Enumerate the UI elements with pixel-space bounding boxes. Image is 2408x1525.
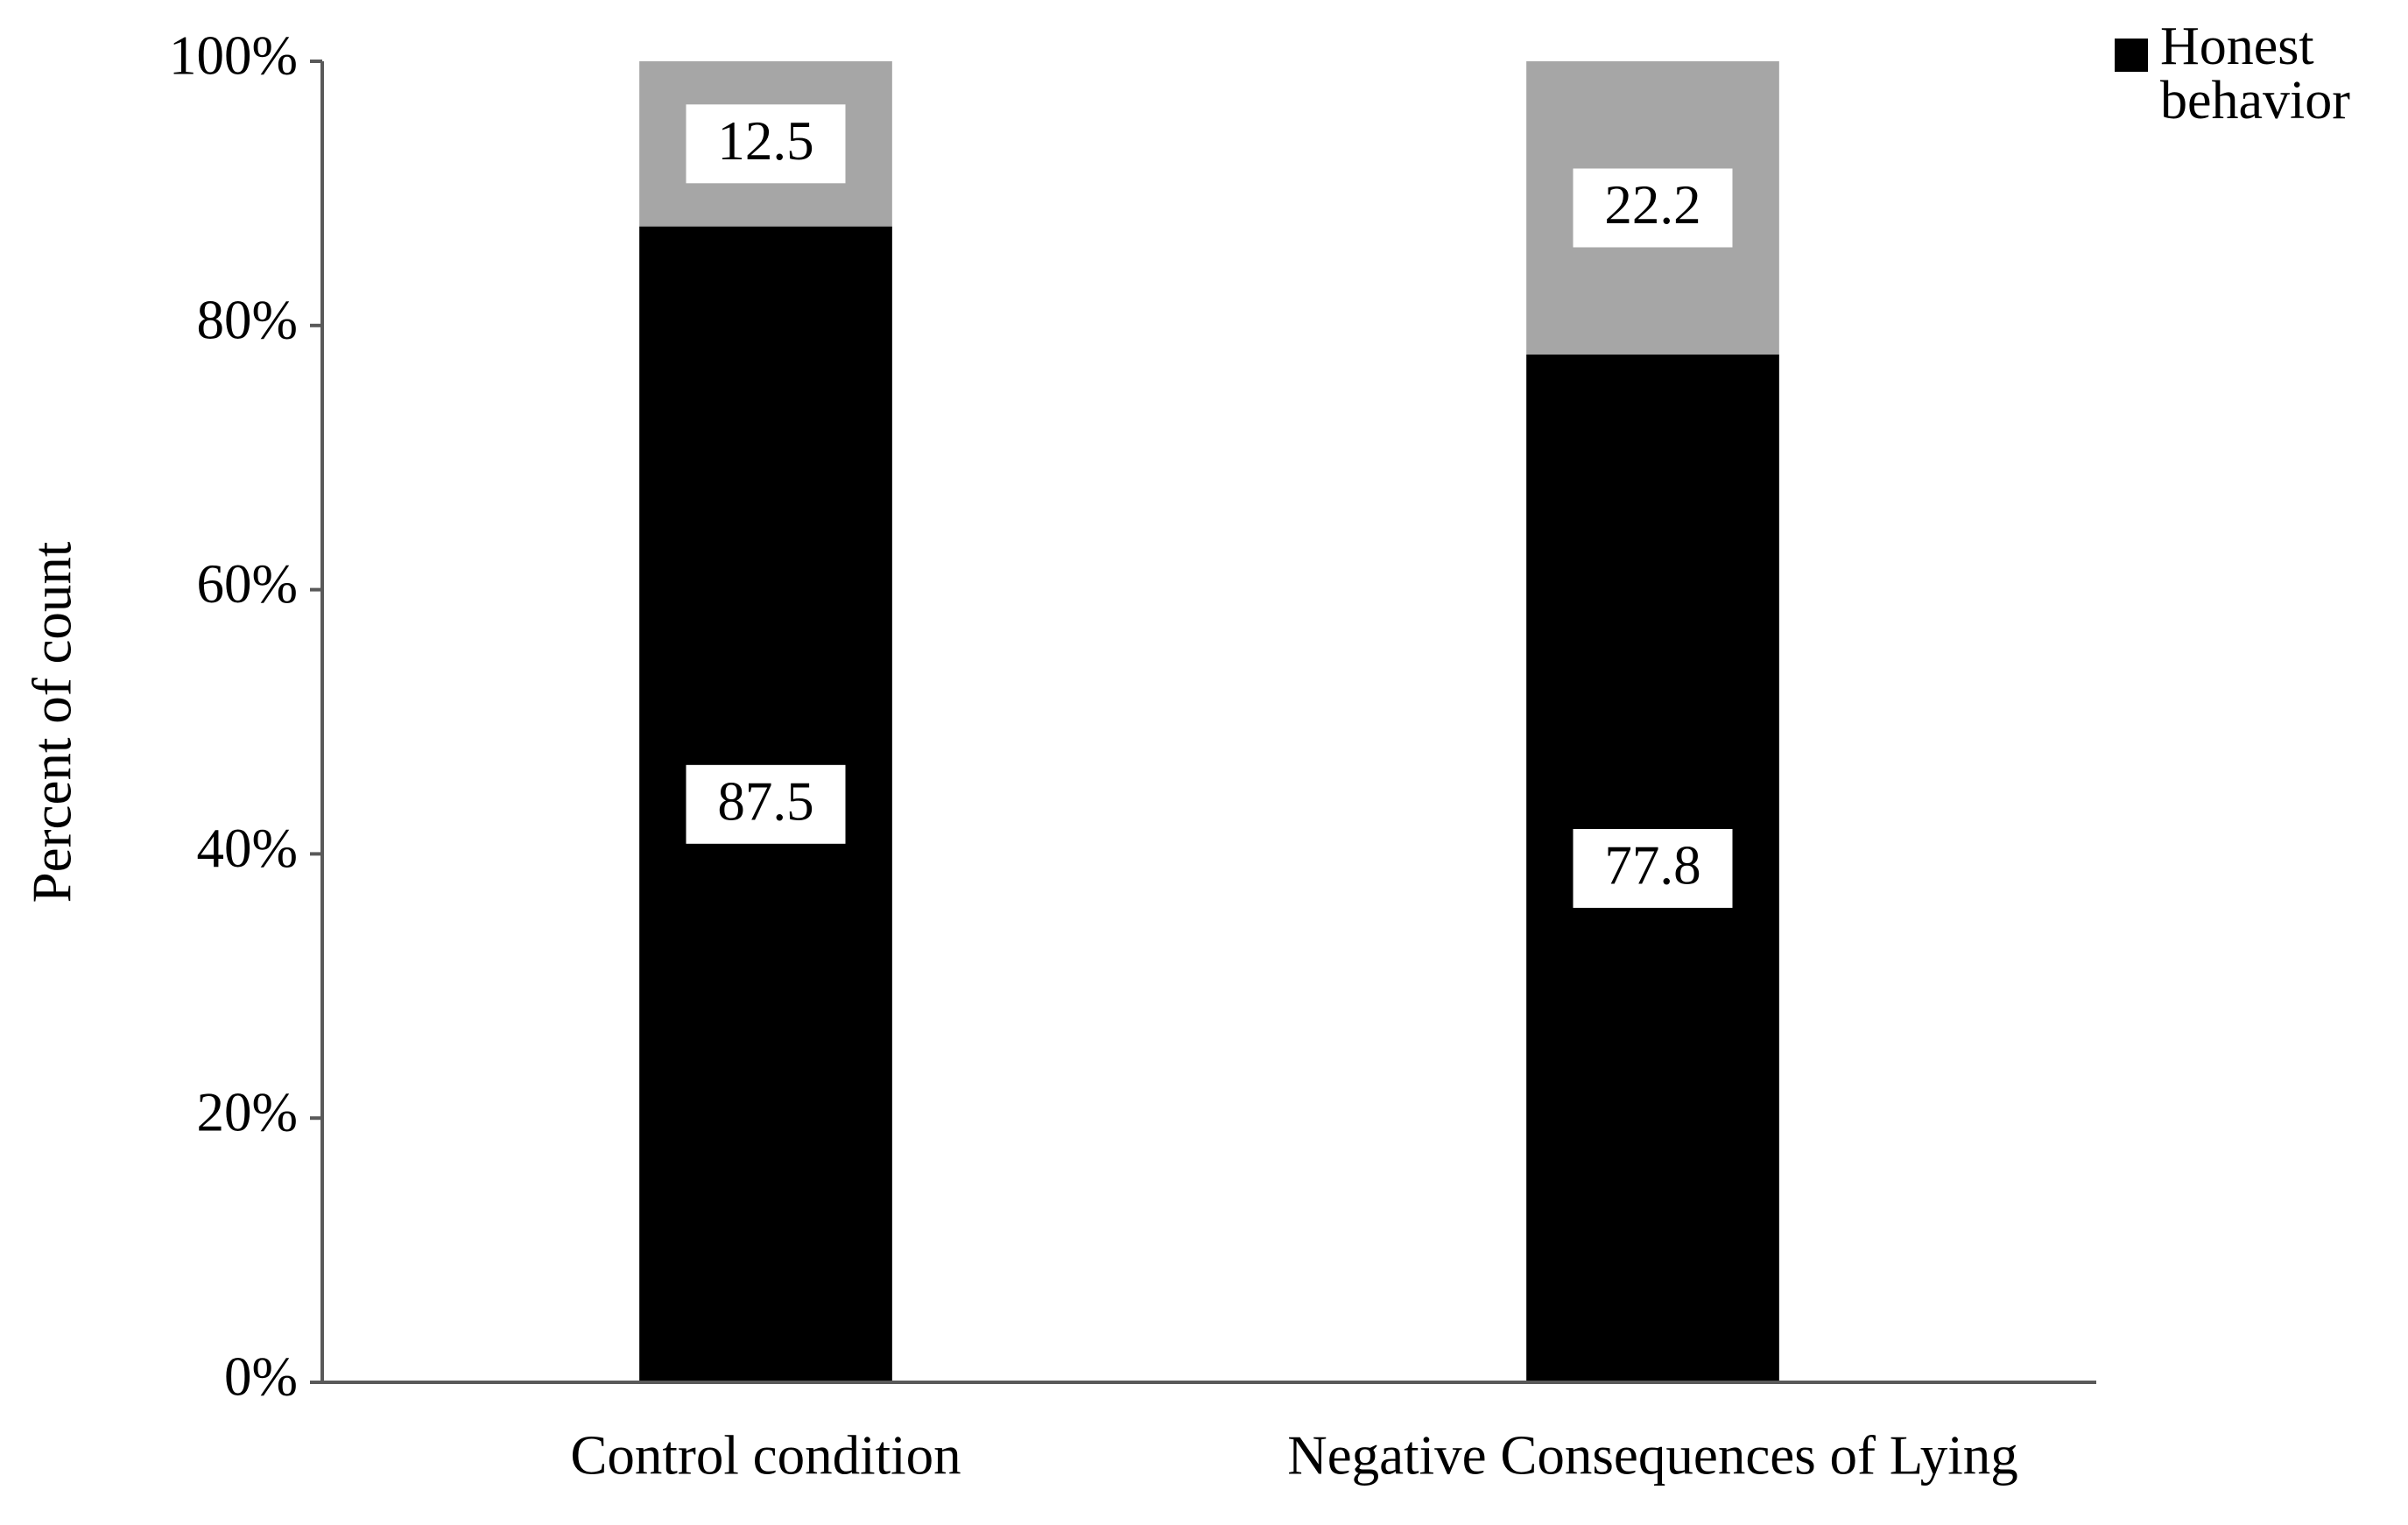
y-tick-label: 80% — [197, 289, 298, 350]
y-tick-label: 0% — [224, 1346, 298, 1407]
x-tick-label: Negative Consequences of Lying — [1287, 1424, 2018, 1486]
data-label: 87.5 — [717, 770, 813, 832]
data-label: 77.8 — [1604, 834, 1700, 896]
y-tick-label: 100% — [169, 25, 298, 86]
legend: Honest behavior — [2115, 19, 2395, 128]
data-label-box — [686, 104, 846, 184]
legend-item: Honest behavior — [2115, 19, 2395, 128]
y-axis-label: Percent of count — [21, 541, 82, 903]
y-tick-label: 40% — [197, 818, 298, 879]
data-label-box — [1573, 828, 1733, 908]
y-tick-label: 20% — [197, 1082, 298, 1143]
data-label-box — [686, 764, 846, 844]
data-label-box — [1573, 168, 1733, 248]
x-tick-label: Control condition — [570, 1424, 961, 1486]
legend-swatch — [2115, 39, 2148, 72]
data-label: 12.5 — [717, 110, 813, 172]
legend-label: Honest behavior — [2160, 17, 2350, 130]
y-tick-label: 60% — [197, 553, 298, 615]
data-label: 22.2 — [1604, 174, 1700, 235]
